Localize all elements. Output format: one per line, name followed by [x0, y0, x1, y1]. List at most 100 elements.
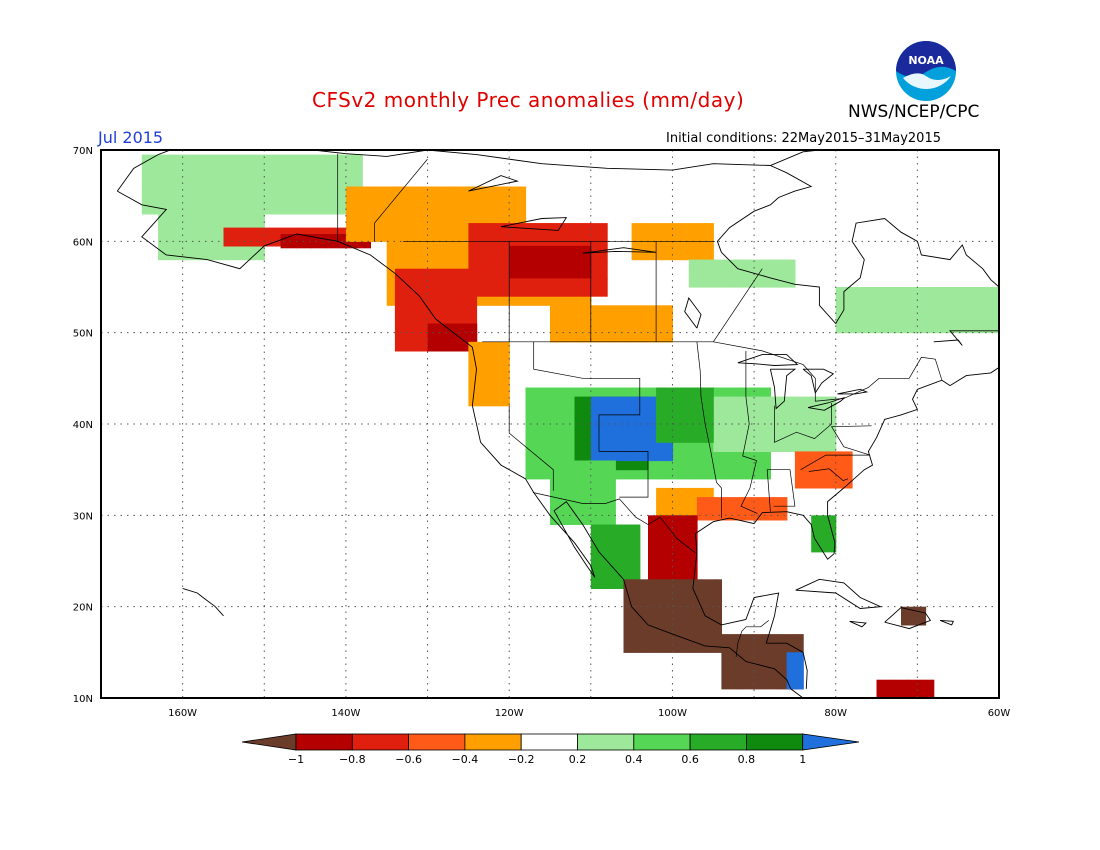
anomaly-cell-alaska-north-slope-wet: [294, 154, 311, 164]
anomaly-cell-great-plains-wet: [648, 461, 664, 480]
anomaly-cell-gulf-coast-dry: [712, 497, 729, 504]
anomaly-cell-florida-wet: [811, 517, 828, 536]
anomaly-cell-kansas-wet-core: [621, 409, 638, 427]
anomaly-cell-bc-coast-dry: [394, 268, 411, 283]
anomaly-cell-yukon-dry: [422, 190, 439, 208]
anomaly-cell-quebec-wet: [866, 287, 883, 299]
anomaly-cell-gulf-coast-dry: [773, 497, 788, 504]
anomaly-cell-northwest-territories-dry: [677, 225, 694, 244]
colorbar: −1 −0.8 −0.6 −0.4 −0.2 0.2 0.4 0.6 0.8 1: [241, 733, 860, 766]
anomaly-cell-bc-coast-dry: [456, 268, 472, 283]
anomaly-cell-alaska-north-slope-wet: [310, 179, 327, 198]
anomaly-cell-midwest-wet: [759, 434, 776, 452]
anomaly-cell-alaska-north-slope-wet: [141, 179, 158, 198]
anomaly-cell-alaska-interior-wet: [250, 213, 265, 226]
anomaly-cell-northern-bc-dry: [448, 253, 464, 272]
anomaly-cell-yukon-dry: [407, 207, 423, 225]
anomaly-cell-midwest-wet: [743, 396, 760, 401]
anomaly-cell-mexico-east-dry: [648, 537, 664, 555]
anomaly-cell-bc-coast-dry: [410, 299, 427, 318]
latitude-labels: 70N 60N 50N 40N 30N 20N 10N: [73, 146, 93, 705]
anomaly-cell-alaska-north-slope-wet: [233, 154, 250, 164]
anomaly-cell-great-plains-wet: [540, 387, 557, 394]
anomaly-cell-bc-coast-dry: [410, 316, 427, 335]
anomaly-cell-yukon-dry: [499, 207, 515, 225]
anomaly-cell-quebec-wet: [897, 287, 913, 299]
anomaly-cell-alaska-north-slope-wet: [218, 179, 235, 198]
anomaly-cell-texas-dry: [671, 498, 688, 516]
coastline-segment: [849, 620, 867, 628]
anomaly-cell-great-plains-wet: [724, 387, 741, 394]
anomaly-cell-great-plains-wet: [617, 387, 634, 394]
anomaly-cell-alaska-interior-wet: [219, 213, 236, 226]
anomaly-cell-bc-coast-dry: [410, 333, 427, 352]
anomaly-cell-northern-bc-dry: [386, 236, 403, 255]
chart-title: CFSv2 monthly Prec anomalies (mm/day): [312, 88, 745, 112]
anomaly-cell-mexico-south-very-dry: [700, 635, 716, 653]
anomaly-cell-bc-coast-core: [473, 323, 478, 335]
anomaly-cell-kansas-wet-core: [652, 443, 668, 462]
anomaly-cell-central-america-very-dry: [736, 634, 753, 639]
anomaly-cell-alaska-interior-wet: [188, 213, 205, 226]
anomaly-cell-yukon-dry: [483, 186, 500, 191]
anomaly-cell-central-canada-dry: [483, 223, 500, 229]
anomaly-cell-quebec-wet: [958, 315, 975, 334]
anomaly-cell-alaska-north-slope-wet: [172, 196, 189, 215]
anomaly-cell-bc-coast-dry: [471, 282, 478, 301]
anomaly-cell-mexico-south-very-dry: [638, 618, 655, 636]
anomaly-cell-alaska-interior-wet: [173, 242, 190, 261]
anomaly-cell-yukon-dry: [391, 207, 408, 225]
anomaly-cell-quebec-wet: [881, 315, 898, 334]
anomaly-cell-mexico-south-very-dry: [700, 579, 716, 585]
anomaly-cell-prairies-dry: [657, 324, 673, 343]
anomaly-cell-mexico-south-very-dry: [700, 618, 716, 636]
anomaly-cell-alaska-south-coast-dry: [254, 227, 270, 230]
political-border: [374, 158, 428, 242]
colorbar-segment: [689, 733, 747, 751]
anomaly-cell-kansas-wet-core: [606, 396, 622, 410]
colorbar-tick-label: 0.6: [681, 753, 699, 766]
anomaly-cell-central-canada-dry: [483, 227, 500, 246]
anomaly-cell-mexico-east-dry: [663, 537, 680, 555]
anomaly-cell-yukon-dry: [453, 186, 469, 191]
anomaly-cell-gulf-coast-dry: [727, 502, 744, 521]
anomaly-cell-mexico-south-very-dry: [715, 583, 722, 602]
anomaly-cell-arizona-wet: [550, 490, 566, 508]
political-border: [800, 425, 872, 471]
anomaly-cell-alaska-north-slope-wet: [203, 154, 219, 164]
anomaly-cell-northwest-territories-dry: [662, 223, 679, 226]
anomaly-cell-mexico-south-very-dry: [715, 635, 722, 653]
anomaly-cell-nebraska-wet: [686, 390, 703, 409]
anomaly-cell-alaska-north-slope-wet: [264, 154, 281, 164]
anomaly-cell-northwest-territories-dry: [708, 242, 714, 261]
anomaly-cell-kansas-wet-core: [590, 443, 607, 462]
anomaly-cell-northwest-territories-dry: [692, 225, 709, 244]
anomaly-cell-yukon-dry: [361, 224, 378, 242]
anomaly-cell-alaska-north-slope-wet: [249, 162, 265, 181]
anomaly-cell-central-canada-dry: [544, 279, 561, 297]
anomaly-cell-alaska-south-coast-dry: [269, 227, 286, 230]
anomaly-cell-alaska-north-slope-wet: [218, 196, 235, 215]
anomaly-cell-central-canada-dry: [514, 279, 531, 297]
anomaly-cell-mexico-south-very-dry: [654, 579, 670, 585]
anomaly-cell-pacific-northwest-dry: [499, 371, 510, 390]
anomaly-cell-nicaragua-wet: [802, 654, 804, 673]
anomaly-cell-yukon-dry: [376, 207, 393, 225]
anomaly-cell-bc-coast-core: [442, 323, 459, 335]
anomaly-cell-great-plains-wet: [663, 461, 680, 480]
coastline-segment: [716, 165, 813, 253]
anomaly-cell-yukon-dry: [361, 186, 378, 191]
anomaly-cell-mexico-east-dry: [663, 515, 680, 521]
anomaly-cell-central-canada-core: [585, 245, 592, 262]
anomaly-cell-yukon-dry: [391, 190, 408, 208]
anomaly-cell-quebec-wet: [988, 298, 999, 317]
anomaly-cell-quebec-wet: [912, 287, 929, 299]
anomaly-cell-yukon-dry: [499, 190, 515, 208]
anomaly-cell-northwest-territories-dry: [662, 225, 679, 244]
anomaly-cell-midwest-wet: [805, 396, 821, 401]
anomaly-cell-nicaragua-wet: [786, 654, 803, 673]
anomaly-cell-northwest-territories-dry: [662, 242, 679, 261]
anomaly-cell-midwest-wet: [743, 417, 760, 435]
anomaly-cell-west-mexico-wet: [590, 571, 607, 589]
anomaly-cell-quebec-wet: [835, 315, 852, 334]
